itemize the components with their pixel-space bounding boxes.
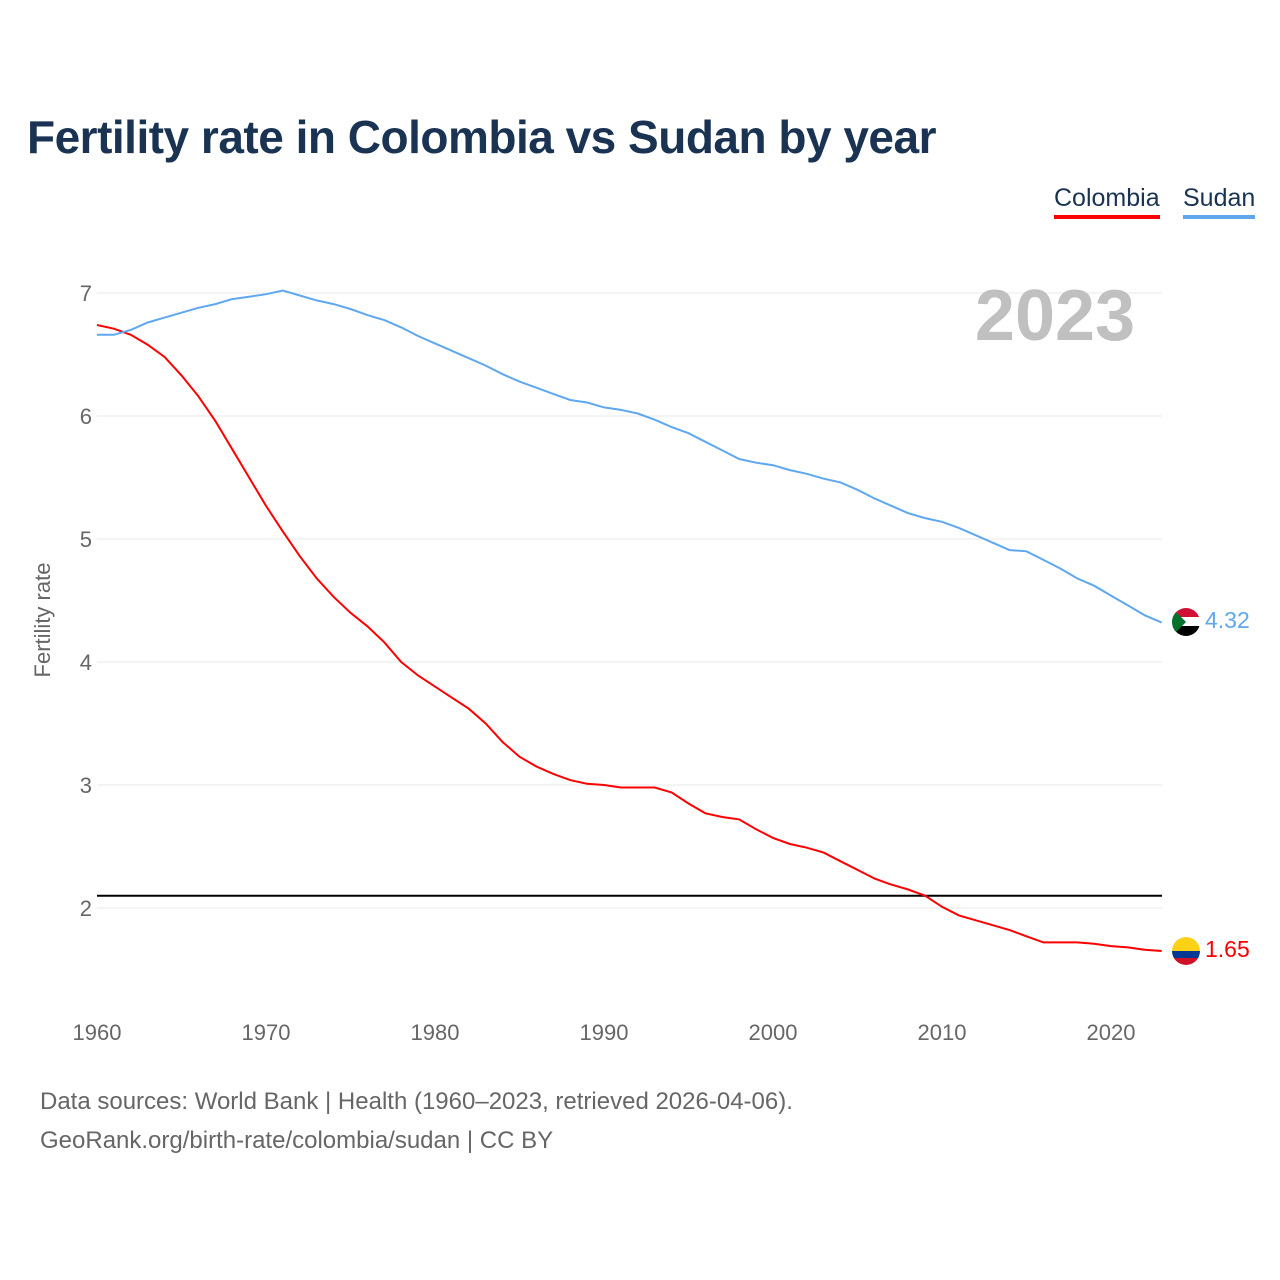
legend-sudan[interactable]: Sudan bbox=[1183, 184, 1256, 219]
x-tick-label: 1960 bbox=[73, 1020, 122, 1045]
x-tick-label: 2010 bbox=[918, 1020, 967, 1045]
x-tick-label: 1970 bbox=[242, 1020, 291, 1045]
chart-title: Fertility rate in Colombia vs Sudan by y… bbox=[27, 111, 937, 163]
series-line-sudan bbox=[97, 289, 1163, 624]
y-tick-label: 2 bbox=[80, 896, 92, 921]
source-line-1: Data sources: World Bank | Health (1960–… bbox=[40, 1088, 793, 1115]
x-tick-label: 1980 bbox=[411, 1020, 460, 1045]
x-tick-label: 2000 bbox=[749, 1020, 798, 1045]
y-tick-label: 5 bbox=[80, 527, 92, 552]
sudan-flag-icon bbox=[1172, 608, 1200, 636]
series-line-colombia bbox=[96, 324, 1162, 952]
x-tick-label: 2020 bbox=[1087, 1020, 1136, 1045]
year-watermark: 2023 bbox=[975, 276, 1135, 356]
colombia-end-label: 1.65 bbox=[1205, 936, 1250, 962]
sudan-end-label: 4.32 bbox=[1205, 607, 1250, 633]
y-tick-label: 7 bbox=[80, 281, 92, 306]
x-tick-label: 1990 bbox=[580, 1020, 629, 1045]
y-tick-label: 6 bbox=[80, 404, 92, 429]
y-tick-label: 3 bbox=[80, 773, 92, 798]
colombia-flag-icon bbox=[1172, 937, 1200, 965]
source-line-2[interactable]: GeoRank.org/birth-rate/colombia/sudan | … bbox=[40, 1127, 554, 1154]
legend-colombia[interactable]: Colombia bbox=[1054, 184, 1160, 219]
y-axis-label: Fertility rate bbox=[30, 563, 55, 678]
y-tick-label: 4 bbox=[80, 650, 92, 675]
